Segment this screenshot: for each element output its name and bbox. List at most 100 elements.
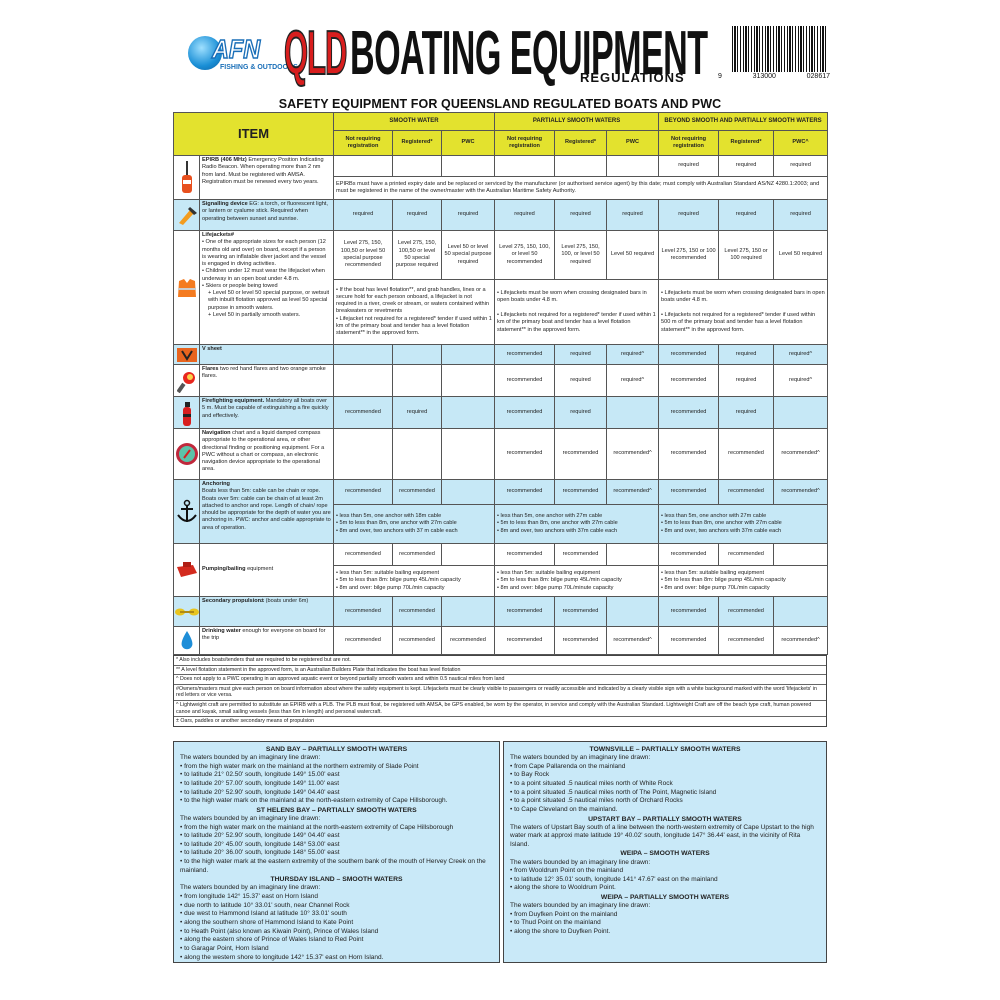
- item-desc: two red hand flares and two orange smoke…: [202, 366, 326, 380]
- requirement-cell: required: [333, 199, 393, 231]
- waters-line: • to a point situated .5 nautical miles …: [510, 797, 683, 805]
- item-desc: enough for everyone on board for the tri…: [202, 628, 326, 642]
- waters-line: • to latitude 21° 02.50' south, longitud…: [180, 771, 340, 779]
- requirement-cell: Level 50 or level 50 special purpose req…: [440, 230, 496, 280]
- item-desc: Mandatory all boats over 5 m. Must be ca…: [202, 398, 329, 419]
- subcolumn-header: PWC^: [773, 130, 829, 156]
- paddle-icon: [174, 607, 199, 617]
- waters-line: The waters bounded by an imaginary line …: [510, 902, 651, 910]
- waters-line: The waters bounded by an imaginary line …: [180, 754, 321, 762]
- logo-subtext: FISHING & OUTDOORS: [220, 64, 298, 71]
- requirement-cell: recommended: [554, 626, 608, 655]
- item-description: Signalling device EG: a torch, or fluore…: [199, 199, 334, 231]
- waters-section-title: SAND BAY – PARTIALLY SMOOTH WATERS: [265, 746, 408, 753]
- waters-line: • to the high water mark on the mainland…: [180, 797, 448, 805]
- note-cell: EPIRBs must have a printed expiry date a…: [332, 176, 829, 200]
- waters-line: • to Heath Point (also known as Kiwain P…: [180, 927, 379, 935]
- requirement-cell: required^: [773, 364, 829, 397]
- requirement-cell: recommended: [392, 479, 442, 505]
- table-note-row: • less than 5m, one anchor with 18m cabl…: [174, 504, 829, 544]
- note-cell: • less than 5m: suitable bailing equipme…: [332, 565, 496, 597]
- item-name: Lifejackets#: [202, 232, 235, 238]
- requirement-cell: [606, 543, 660, 566]
- table-row: Pumping/bailing equipment recommended reco…: [173, 543, 829, 597]
- footnote: ** A level flotation statement in the ap…: [174, 666, 826, 676]
- waters-line: • to Bay Rock: [510, 771, 550, 779]
- note-cell: • If the boat has level flotation**, and…: [332, 279, 496, 345]
- waters-section-title: TOWNSVILLE – PARTIALLY SMOOTH WATERS: [589, 746, 741, 753]
- page-title: BOATING EQUIPMENT: [350, 19, 708, 88]
- requirement-cell: recommended: [554, 479, 608, 505]
- item-header: ITEM: [173, 112, 334, 156]
- requirement-cell: required^: [773, 344, 829, 365]
- requirement-cell: required: [554, 396, 608, 429]
- barcode-digits: 9 313000 028617: [718, 73, 830, 80]
- requirement-cell: recommended: [494, 364, 556, 397]
- waters-line: • to latitude 20° 52.90' south, longitud…: [180, 788, 340, 796]
- fire-extinguisher-icon: [175, 400, 199, 426]
- footnote: * Also includes boats/tenders that are r…: [174, 656, 826, 666]
- requirement-cell: recommended: [554, 596, 608, 627]
- icon-cell: [173, 596, 200, 627]
- requirement-cell: [494, 155, 556, 177]
- subcolumn-header: Registered*: [718, 130, 775, 156]
- requirement-cell: required: [392, 199, 442, 231]
- waters-section-title: THURSDAY ISLAND – SMOOTH WATERS: [270, 876, 403, 884]
- requirement-cell: recommended^: [606, 626, 660, 655]
- item-name: EPIRB (406 MHz): [202, 157, 247, 163]
- requirement-cell: recommended: [658, 596, 720, 627]
- item-bullet: • Skiers or people being towed: [202, 282, 278, 289]
- note-cell: • less than 5m: suitable bailing equipme…: [494, 565, 660, 597]
- waters-line: • to Garagar Point, Horn Island: [180, 944, 269, 952]
- table-row: Lifejackets# • One of the appropriate siz…: [173, 230, 829, 345]
- waters-line: • due north to latitude 10° 33.01' south…: [180, 901, 350, 909]
- note-cell: • less than 5m, one anchor with 18m cabl…: [332, 504, 496, 544]
- requirement-cell: Level 275, 150 or 100 recommended: [658, 230, 720, 280]
- requirement-cell: required: [554, 344, 608, 365]
- waters-line: • to a point situated .5 nautical miles …: [510, 779, 673, 787]
- group-header: PARTIALLY SMOOTH WATERS: [494, 112, 660, 131]
- note-cell: • less than 5m: suitable bailing equipme…: [658, 565, 829, 597]
- requirement-cell: recommended: [333, 396, 393, 429]
- waters-line: • along the eastern shore of Prince of W…: [180, 936, 364, 944]
- icon-cell: [173, 344, 200, 365]
- requirement-cell: recommended: [658, 344, 720, 365]
- waters-line: • to latitude 20° 52.90' south, longitud…: [180, 832, 340, 840]
- waters-line: • to Thud Point on the mainland: [510, 919, 601, 927]
- requirement-cell: recommended: [494, 428, 556, 480]
- barcode-digit: 9: [718, 73, 722, 80]
- item-description: V sheet: [199, 344, 334, 365]
- item-name: V sheet: [202, 346, 222, 352]
- item-description: Navigation chart and a liquid damped com…: [199, 428, 334, 480]
- fish-ball-icon: [188, 36, 222, 70]
- requirement-cell: [606, 155, 660, 177]
- requirement-cell: recommended: [718, 596, 775, 627]
- subcolumn-header: PWC: [440, 130, 496, 156]
- waters-line: • to latitude 20° 36.00' south, longitud…: [180, 849, 340, 857]
- requirement-cell: [773, 396, 829, 429]
- requirement-cell: recommended^: [606, 479, 660, 505]
- requirement-cell: recommended: [333, 543, 393, 566]
- requirement-cell: [773, 543, 829, 566]
- anchor-icon: [175, 499, 199, 525]
- item-name: Firefighting equipment.: [202, 398, 265, 404]
- section-title: SAFETY EQUIPMENT FOR QUEENSLAND REGULATE…: [278, 97, 722, 111]
- requirement-cell: [440, 364, 496, 397]
- waters-line: • from longitude 142° 15.37' east on Hor…: [180, 893, 319, 901]
- note-cell: • Lifejackets must be worn when crossing…: [494, 279, 660, 345]
- waters-section-title: WEIPA – SMOOTH WATERS: [620, 850, 710, 858]
- subcolumn-header: Not requiring registration: [494, 130, 556, 156]
- requirement-cell: required: [658, 199, 720, 231]
- icon-cell: [173, 543, 200, 597]
- waters-line: • to a point situated .5 nautical miles …: [510, 788, 717, 796]
- requirement-cell: Level 50 required: [606, 230, 660, 280]
- item-name: Drinking water: [202, 628, 241, 634]
- item-bullet: • One of the appropriate sizes for each …: [202, 239, 327, 268]
- requirement-cell: [392, 364, 442, 397]
- item-desc: Emergency Position Indicating Radio Beac…: [202, 157, 324, 185]
- requirement-cell: required: [773, 155, 829, 177]
- subcolumn-header: Registered*: [392, 130, 442, 156]
- requirement-cell: required: [718, 199, 775, 231]
- icon-cell: [173, 199, 200, 231]
- requirement-cell: recommended: [494, 344, 556, 365]
